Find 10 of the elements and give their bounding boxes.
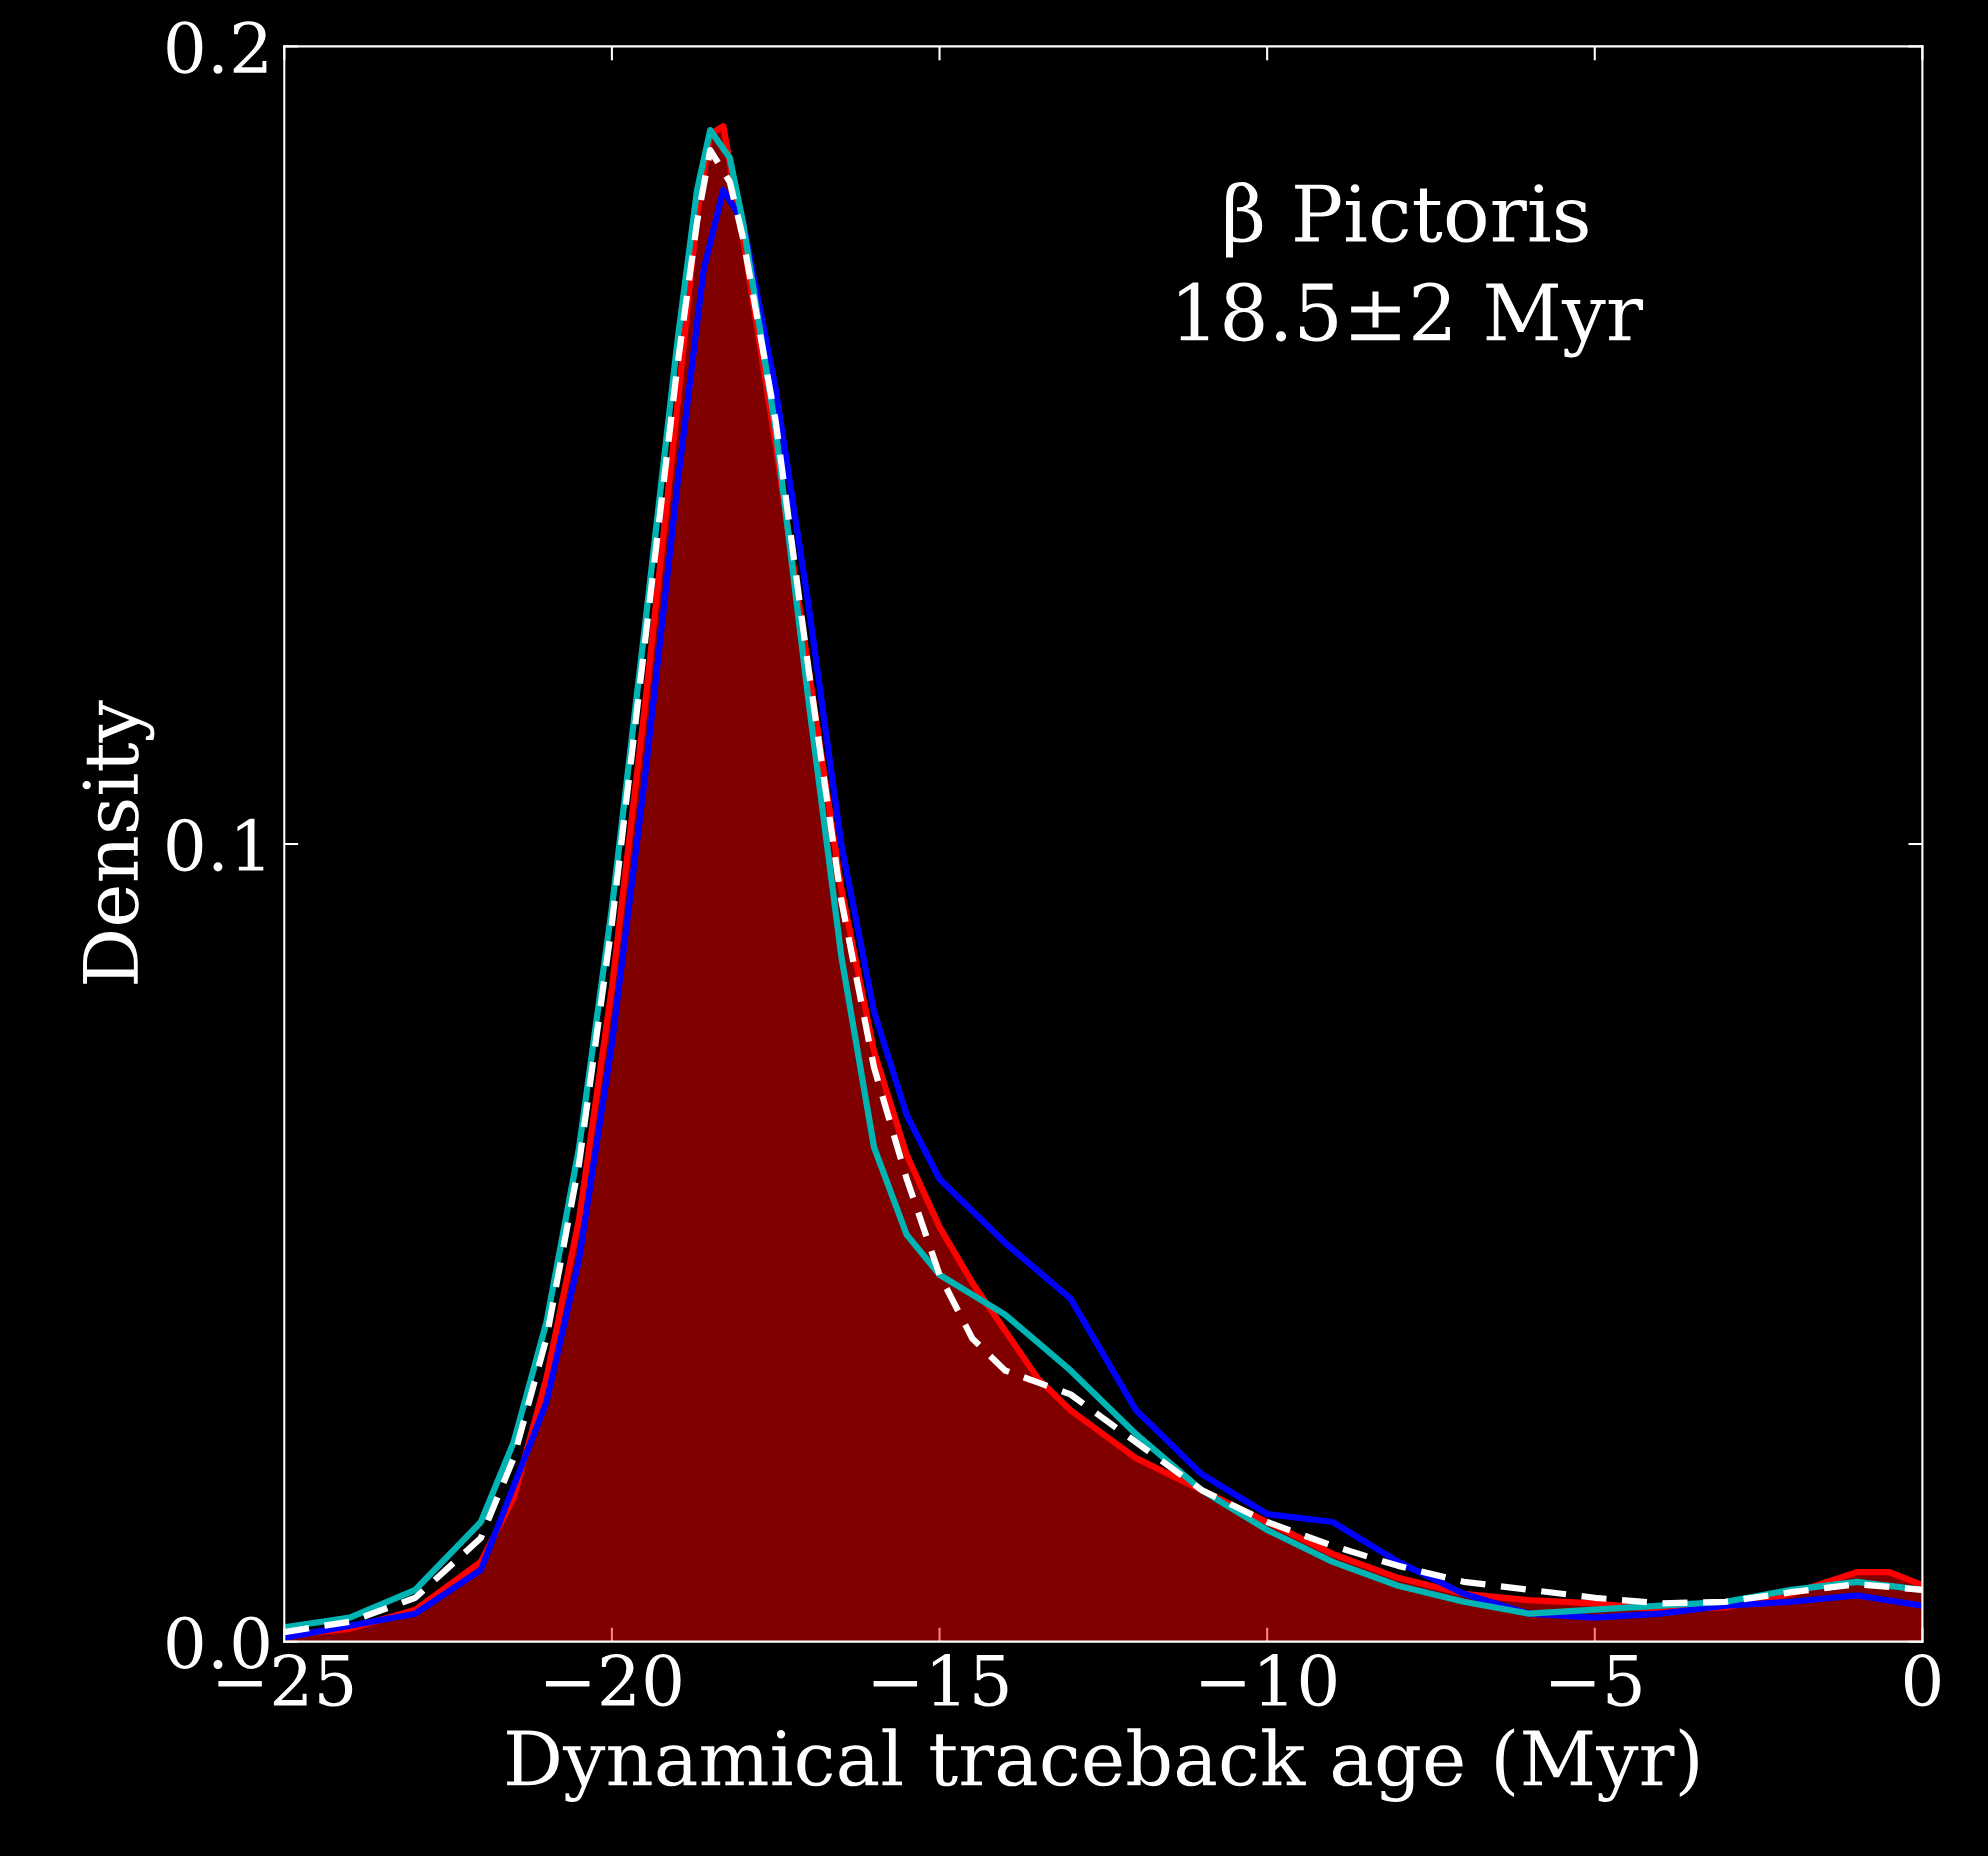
annotation: β Pictoris 18.5±2 Myr [1179, 181, 1644, 358]
y-tick-label: 0.2 [167, 21, 267, 74]
x-axis-title: Dynamical traceback age (Myr) [507, 1728, 1698, 1802]
x-tick-label: −10 [1201, 1653, 1336, 1707]
x-tick-label: −15 [873, 1653, 1008, 1707]
x-tick-label: 0 [1904, 1653, 1940, 1707]
x-tick-label: −20 [545, 1653, 681, 1707]
x-tick-label: −5 [1550, 1654, 1641, 1707]
y-tick-label: 0.1 [167, 818, 264, 872]
y-axis-title: Density [82, 700, 155, 984]
